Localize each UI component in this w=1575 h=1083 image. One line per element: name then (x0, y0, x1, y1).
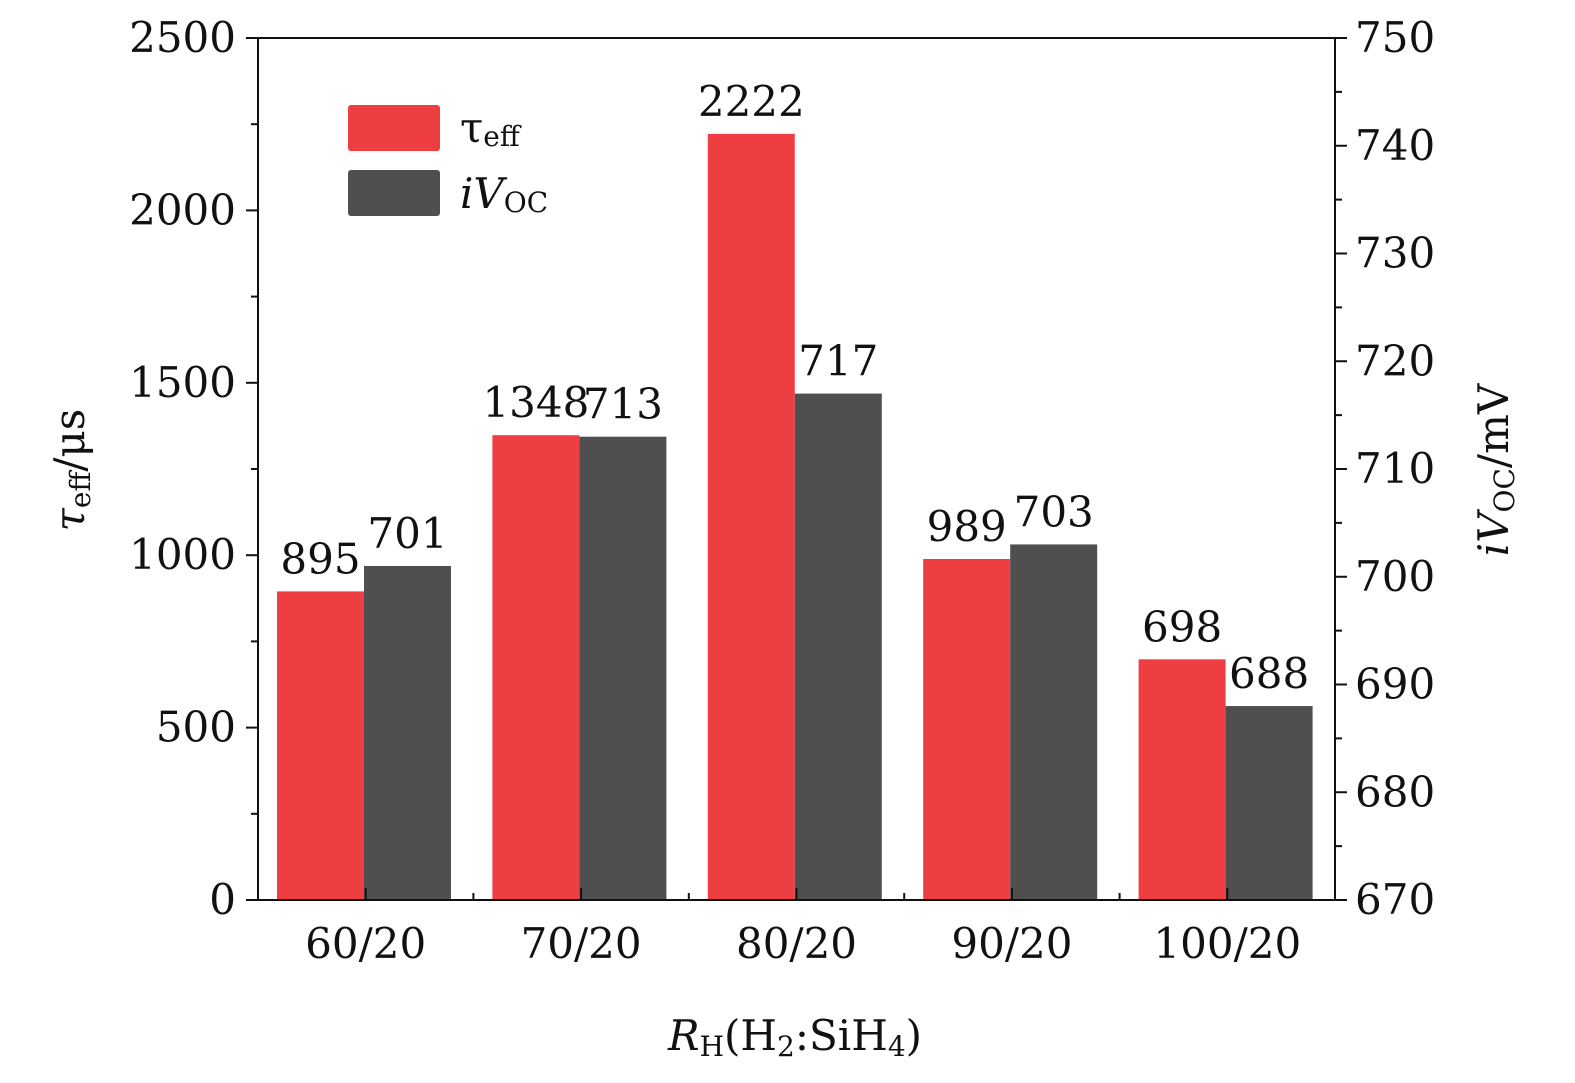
left-tick-label: 2500 (129, 13, 236, 62)
bar-teff-90-20 (923, 558, 1011, 900)
bar-ivoc-90-20 (1010, 544, 1098, 900)
left-axis-title: τeff/μs (45, 409, 97, 532)
data-label-teff-80-20: 2222 (698, 77, 805, 126)
data-label-ivoc-80-20: 717 (798, 337, 878, 386)
left-tick-label: 1500 (129, 358, 236, 407)
legend-swatch-teff (348, 105, 440, 151)
right-tick-label: 720 (1355, 336, 1435, 385)
right-tick-label: 730 (1355, 229, 1435, 278)
x-tick-label: 100/20 (1153, 919, 1301, 968)
bar-teff-100-20 (1138, 659, 1226, 900)
x-tick-label: 70/20 (521, 919, 642, 968)
legend-label-teff: τeff (460, 103, 522, 153)
ticks-group (246, 37, 1347, 901)
data-label-teff-70-20: 1348 (482, 378, 589, 427)
legend-label-ivoc: iVOC (460, 169, 548, 219)
x-axis-title: RH(H2:SiH4) (667, 1011, 922, 1063)
bars-group (277, 133, 1313, 901)
right-tick-label: 680 (1355, 767, 1435, 816)
data-label-teff-90-20: 989 (927, 502, 1007, 551)
right-tick-label: 740 (1355, 121, 1435, 170)
plot-frame (257, 37, 1336, 901)
data-label-ivoc-90-20: 703 (1014, 487, 1094, 536)
bar-teff-80-20 (707, 133, 795, 901)
bar-ivoc-100-20 (1225, 706, 1313, 900)
data-label-ivoc-100-20: 688 (1229, 649, 1309, 698)
x-tick-label: 80/20 (736, 919, 857, 968)
tick-labels-group: 60/20 70/20 80/20 90/20 100/20 0 500 1000 1500 20… (129, 13, 1435, 968)
legend-swatch-ivoc (348, 170, 440, 216)
left-tick-label: 500 (156, 703, 236, 752)
bar-ivoc-80-20 (794, 393, 882, 900)
left-tick-label: 1000 (129, 530, 236, 579)
data-label-teff-60-20: 895 (280, 534, 360, 583)
left-tick-label: 0 (209, 875, 236, 924)
bar-ivoc-60-20 (364, 565, 451, 900)
data-label-ivoc-60-20: 701 (367, 509, 447, 558)
right-tick-label: 710 (1355, 444, 1435, 493)
right-tick-label: 690 (1355, 660, 1435, 709)
right-tick-label: 700 (1355, 552, 1435, 601)
bar-teff-60-20 (277, 591, 364, 900)
data-label-ivoc-70-20: 713 (583, 380, 663, 429)
left-tick-label: 2000 (129, 185, 236, 234)
legend: τeff iVOC (348, 103, 548, 219)
right-axis-title: iVOC/mV (1469, 383, 1521, 556)
x-tick-label: 90/20 (951, 919, 1072, 968)
data-label-teff-100-20: 698 (1142, 602, 1222, 651)
bar-ivoc-70-20 (579, 436, 667, 900)
x-tick-label: 60/20 (305, 919, 426, 968)
right-tick-label: 670 (1355, 875, 1435, 924)
bar-teff-70-20 (492, 435, 580, 900)
right-tick-label: 750 (1355, 13, 1435, 62)
